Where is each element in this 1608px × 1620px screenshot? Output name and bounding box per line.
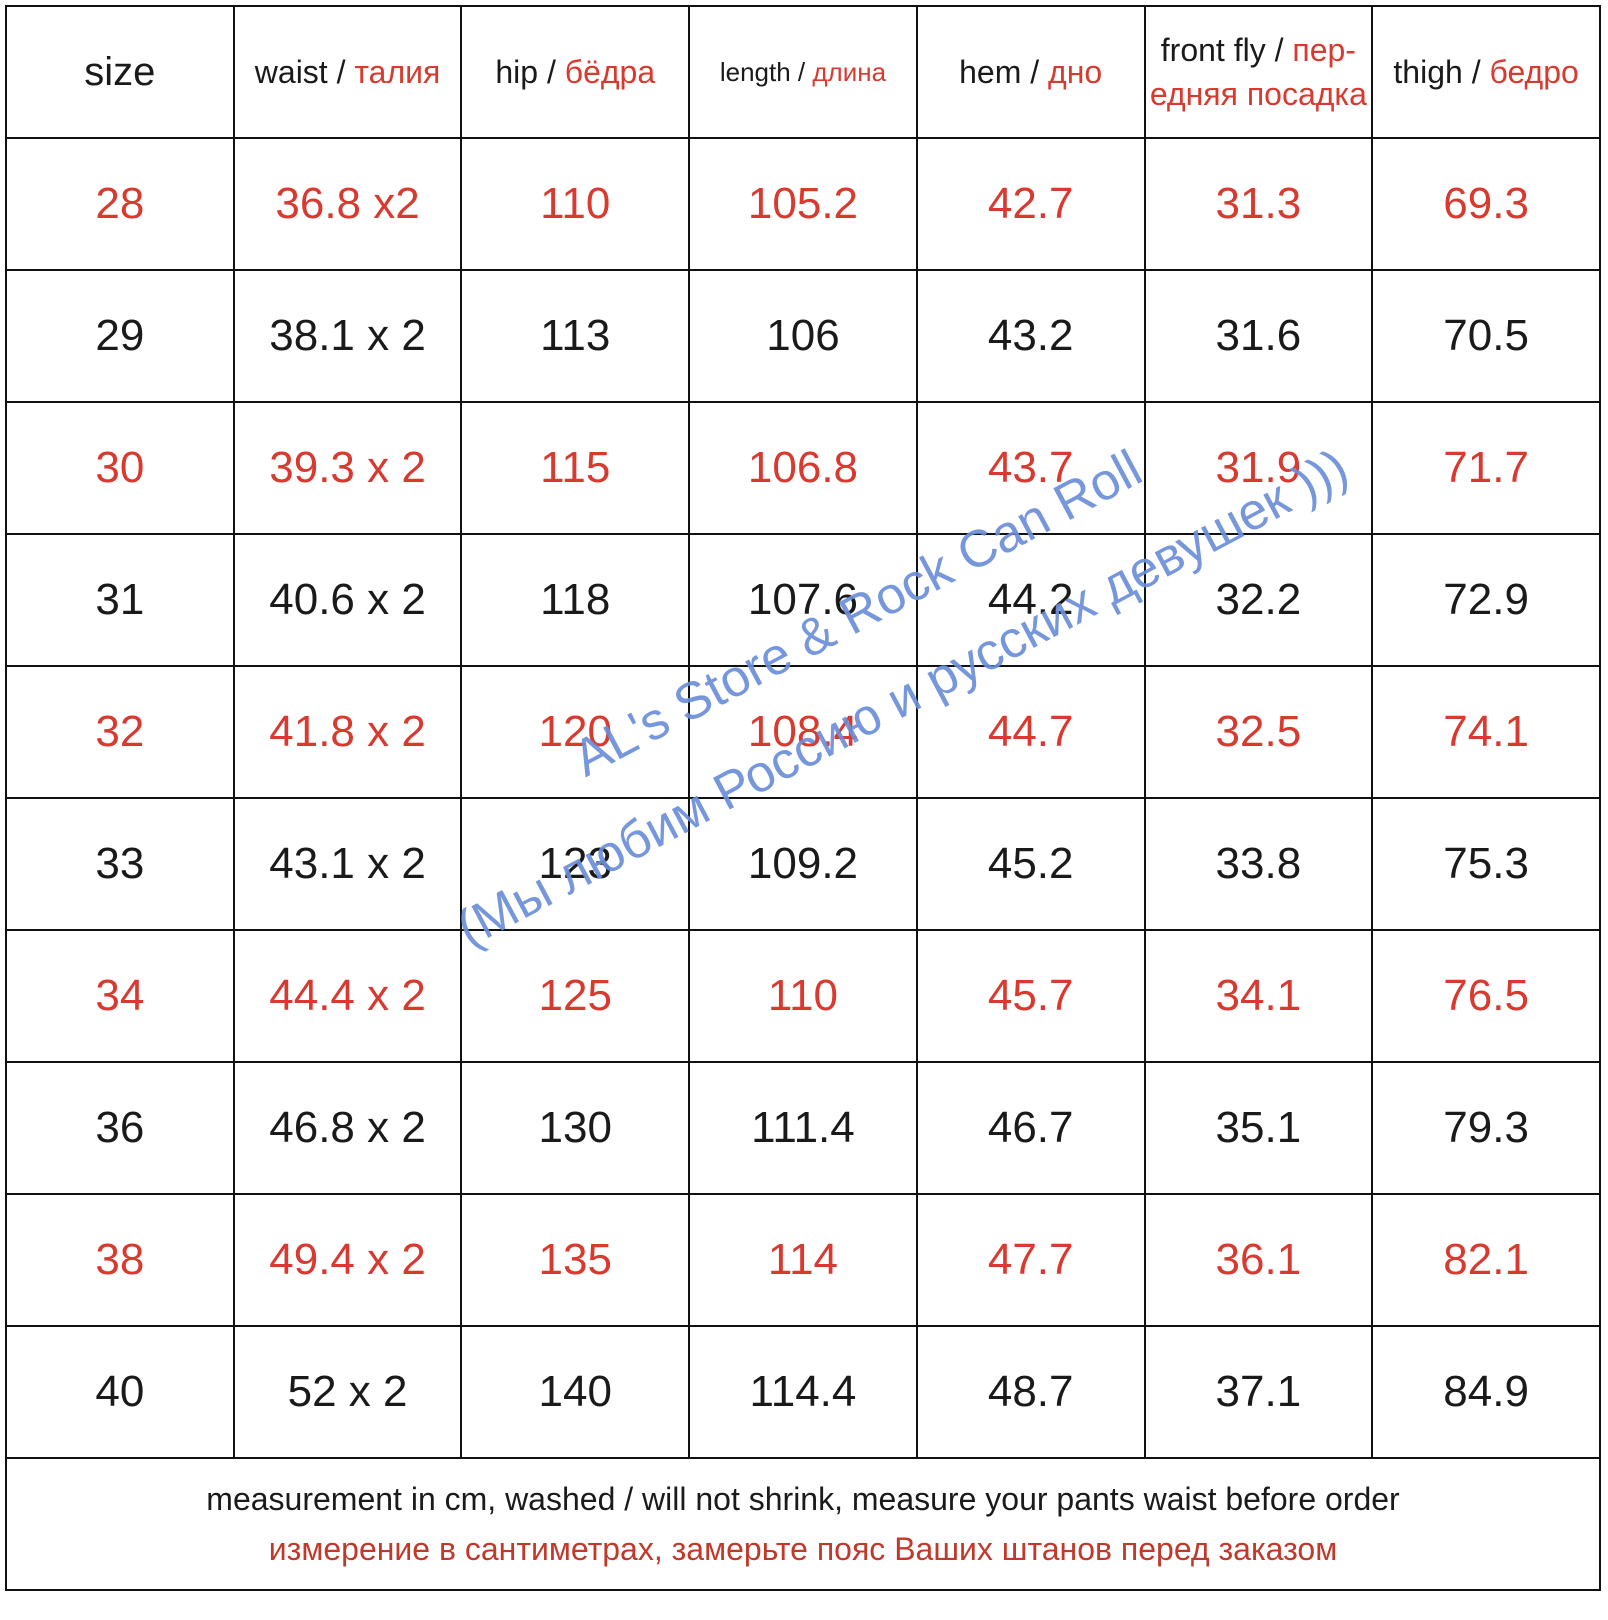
table-row: 36 46.8 x 2 130 111.4 46.7 35.1 79.3 <box>5 1061 1601 1195</box>
cell-waist: 52 x 2 <box>232 1325 463 1459</box>
cell-hip: 110 <box>460 137 691 271</box>
cell-length: 107.6 <box>688 533 918 667</box>
footer-row: measurement in cm, washed / will not shr… <box>5 1457 1601 1591</box>
cell-waist: 38.1 x 2 <box>232 269 463 403</box>
cell-hip: 123 <box>460 797 691 931</box>
header-length: length / длина <box>688 5 918 139</box>
cell-waist: 46.8 x 2 <box>232 1061 463 1195</box>
cell-front-fly: 32.5 <box>1143 665 1374 799</box>
cell-length: 111.4 <box>688 1061 918 1195</box>
cell-thigh: 69.3 <box>1371 137 1601 271</box>
cell-size: 38 <box>5 1193 235 1327</box>
cell-thigh: 82.1 <box>1371 1193 1601 1327</box>
cell-front-fly: 33.8 <box>1143 797 1374 931</box>
footer-note-en: measurement in cm, washed / will not shr… <box>206 1481 1400 1517</box>
cell-hip: 130 <box>460 1061 691 1195</box>
cell-size: 31 <box>5 533 235 667</box>
cell-thigh: 70.5 <box>1371 269 1601 403</box>
header-front-fly: front fly / пер­едняя посадка <box>1143 5 1374 139</box>
table-row: 40 52 x 2 140 114.4 48.7 37.1 84.9 <box>5 1325 1601 1459</box>
cell-hip: 115 <box>460 401 691 535</box>
table-row: 33 43.1 x 2 123 109.2 45.2 33.8 75.3 <box>5 797 1601 931</box>
cell-hem: 47.7 <box>915 1193 1146 1327</box>
cell-thigh: 76.5 <box>1371 929 1601 1063</box>
cell-hem: 45.7 <box>915 929 1146 1063</box>
cell-hip: 120 <box>460 665 691 799</box>
cell-front-fly: 31.6 <box>1143 269 1374 403</box>
size-chart: size waist / талия hip / бёдра length / … <box>5 5 1601 1591</box>
cell-length: 106.8 <box>688 401 918 535</box>
cell-length: 109.2 <box>688 797 918 931</box>
header-waist: waist / талия <box>232 5 463 139</box>
size-table: size waist / талия hip / бёдра length / … <box>5 5 1601 1591</box>
cell-hip: 113 <box>460 269 691 403</box>
cell-size: 28 <box>5 137 235 271</box>
cell-waist: 43.1 x 2 <box>232 797 463 931</box>
cell-hip: 125 <box>460 929 691 1063</box>
table-row: 29 38.1 x 2 113 106 43.2 31.6 70.5 <box>5 269 1601 403</box>
cell-size: 40 <box>5 1325 235 1459</box>
cell-length: 110 <box>688 929 918 1063</box>
cell-hem: 44.2 <box>915 533 1146 667</box>
cell-front-fly: 31.9 <box>1143 401 1374 535</box>
cell-front-fly: 32.2 <box>1143 533 1374 667</box>
header-hip: hip / бёдра <box>460 5 691 139</box>
cell-thigh: 84.9 <box>1371 1325 1601 1459</box>
table-row: 34 44.4 x 2 125 110 45.7 34.1 76.5 <box>5 929 1601 1063</box>
footer-note: measurement in cm, washed / will not shr… <box>5 1457 1601 1591</box>
header-size: size <box>5 5 235 139</box>
cell-size: 30 <box>5 401 235 535</box>
cell-length: 105.2 <box>688 137 918 271</box>
cell-length: 106 <box>688 269 918 403</box>
cell-front-fly: 34.1 <box>1143 929 1374 1063</box>
cell-length: 114.4 <box>688 1325 918 1459</box>
cell-thigh: 75.3 <box>1371 797 1601 931</box>
cell-length: 114 <box>688 1193 918 1327</box>
cell-thigh: 71.7 <box>1371 401 1601 535</box>
cell-size: 36 <box>5 1061 235 1195</box>
cell-front-fly: 37.1 <box>1143 1325 1374 1459</box>
cell-size: 34 <box>5 929 235 1063</box>
cell-waist: 44.4 x 2 <box>232 929 463 1063</box>
cell-hip: 118 <box>460 533 691 667</box>
cell-hem: 45.2 <box>915 797 1146 931</box>
cell-thigh: 74.1 <box>1371 665 1601 799</box>
cell-front-fly: 31.3 <box>1143 137 1374 271</box>
cell-size: 32 <box>5 665 235 799</box>
cell-size: 33 <box>5 797 235 931</box>
table-row: 38 49.4 x 2 135 114 47.7 36.1 82.1 <box>5 1193 1601 1327</box>
cell-hem: 48.7 <box>915 1325 1146 1459</box>
cell-front-fly: 35.1 <box>1143 1061 1374 1195</box>
cell-waist: 36.8 x2 <box>232 137 463 271</box>
cell-waist: 41.8 x 2 <box>232 665 463 799</box>
cell-waist: 40.6 x 2 <box>232 533 463 667</box>
table-row: 31 40.6 x 2 118 107.6 44.2 32.2 72.9 <box>5 533 1601 667</box>
header-hem: hem / дно <box>915 5 1146 139</box>
footer-note-ru: измерение в сантиметрах, замерьте пояс В… <box>268 1531 1338 1567</box>
cell-hem: 42.7 <box>915 137 1146 271</box>
cell-hip: 135 <box>460 1193 691 1327</box>
cell-size: 29 <box>5 269 235 403</box>
cell-hem: 46.7 <box>915 1061 1146 1195</box>
cell-hem: 43.7 <box>915 401 1146 535</box>
header-thigh: thigh / бедро <box>1371 5 1601 139</box>
cell-hem: 44.7 <box>915 665 1146 799</box>
cell-waist: 39.3 x 2 <box>232 401 463 535</box>
table-row: 30 39.3 x 2 115 106.8 43.7 31.9 71.7 <box>5 401 1601 535</box>
cell-hip: 140 <box>460 1325 691 1459</box>
header-row: size waist / талия hip / бёдра length / … <box>5 5 1601 139</box>
cell-thigh: 79.3 <box>1371 1061 1601 1195</box>
cell-front-fly: 36.1 <box>1143 1193 1374 1327</box>
table-row: 32 41.8 x 2 120 108.4 44.7 32.5 74.1 <box>5 665 1601 799</box>
cell-waist: 49.4 x 2 <box>232 1193 463 1327</box>
cell-length: 108.4 <box>688 665 918 799</box>
cell-hem: 43.2 <box>915 269 1146 403</box>
table-row: 28 36.8 x2 110 105.2 42.7 31.3 69.3 <box>5 137 1601 271</box>
cell-thigh: 72.9 <box>1371 533 1601 667</box>
